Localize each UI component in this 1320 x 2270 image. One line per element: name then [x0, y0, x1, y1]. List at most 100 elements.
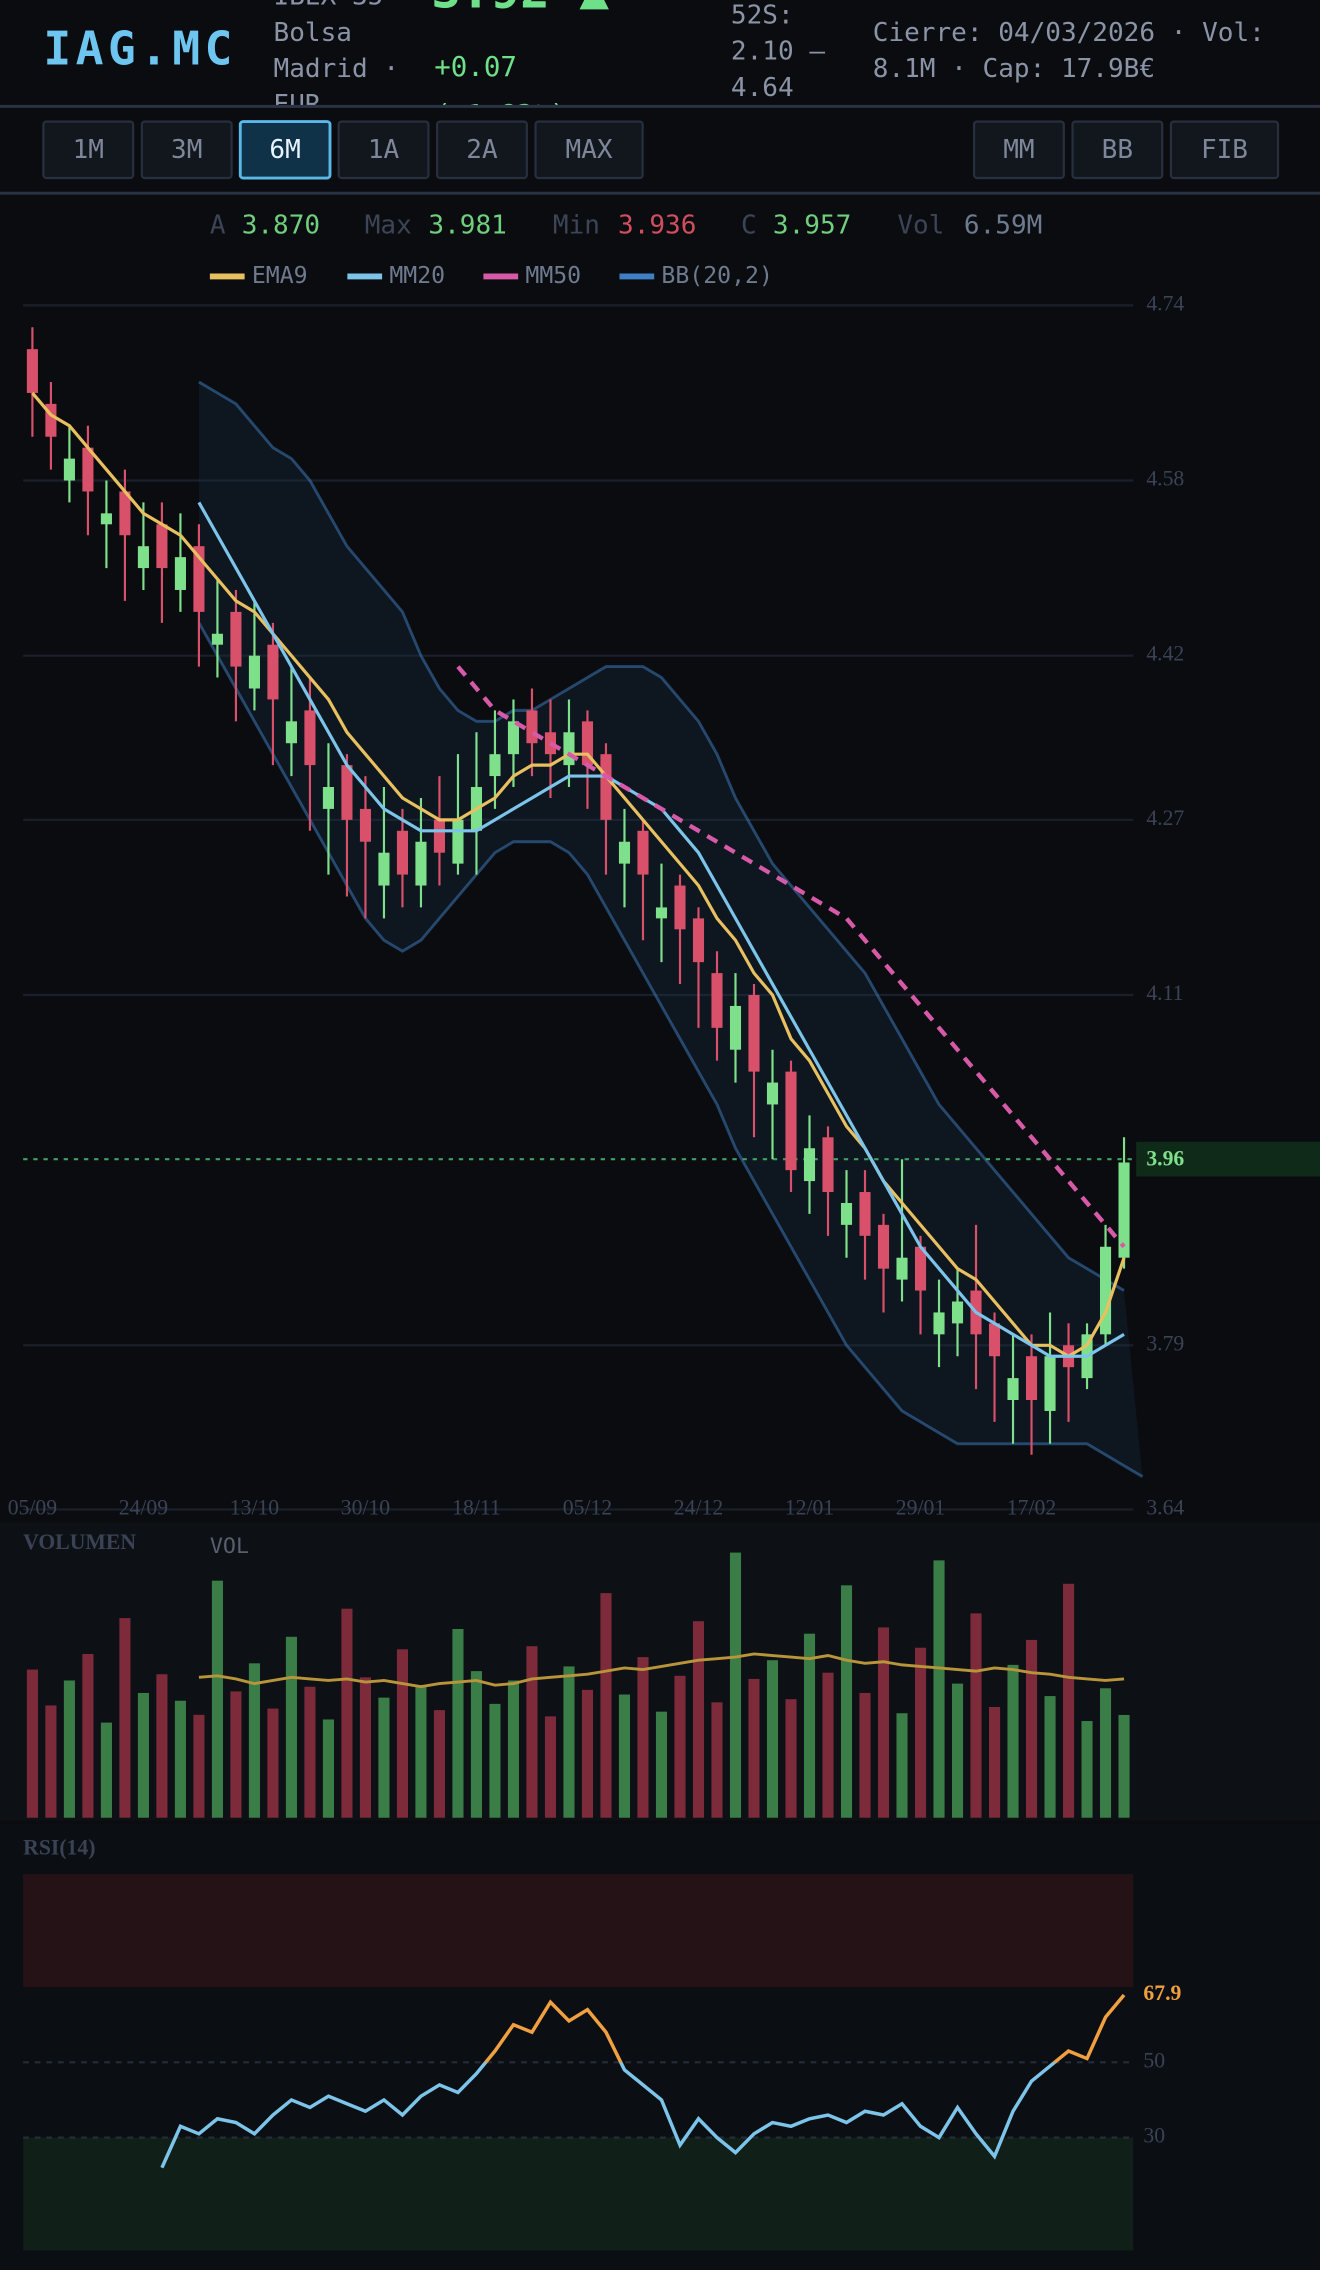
candle-body	[285, 721, 297, 744]
volume-bar	[211, 1580, 223, 1818]
exchange-line: Bolsa	[274, 18, 352, 48]
candle-body	[322, 787, 334, 809]
panel-title: VOLUMEN	[23, 1530, 136, 1554]
volume-bar	[988, 1706, 1001, 1818]
candle-body	[119, 491, 131, 536]
candle-body	[988, 1323, 1001, 1357]
candle-body	[193, 546, 205, 612]
candle-body	[692, 918, 705, 963]
change: +0.07	[434, 51, 517, 83]
candle-body	[396, 830, 409, 875]
timeframe-button[interactable]	[238, 120, 332, 180]
volume-bar	[766, 1660, 779, 1818]
y-tick-label: 4.11	[1146, 981, 1183, 1005]
timeframe-label: 1M	[73, 135, 104, 165]
candle-body	[674, 885, 686, 930]
range-line: 4.64	[731, 73, 794, 103]
info-label: Min	[553, 210, 600, 240]
volume-bar	[711, 1702, 723, 1818]
candle-body	[933, 1312, 945, 1335]
candle-body	[748, 994, 760, 1072]
volume-bar	[174, 1700, 186, 1818]
y-tick-label: 50	[1143, 2048, 1165, 2072]
candle-body	[1118, 1162, 1130, 1258]
candle-body	[267, 644, 279, 700]
panel-title: RSI(14)	[23, 1836, 95, 1860]
volume-bar	[970, 1613, 982, 1818]
timeframe-label: 3M	[171, 135, 202, 165]
y-tick-label: 3.79	[1146, 1331, 1184, 1355]
volume-bar	[119, 1618, 131, 1818]
tool-button[interactable]	[972, 120, 1065, 180]
range-line: 2.10 –	[731, 37, 825, 67]
volume-bar	[248, 1663, 260, 1818]
candle-body	[1099, 1246, 1112, 1335]
volume-bar	[489, 1703, 501, 1818]
volume-bar	[896, 1713, 908, 1818]
volume-bar	[507, 1680, 520, 1818]
candle-body	[341, 765, 353, 820]
volume-bar	[415, 1685, 427, 1818]
volume-bar	[1062, 1583, 1075, 1818]
volume-bar	[951, 1683, 964, 1818]
timeframe-label: 1A	[368, 135, 400, 165]
candle-body	[1007, 1378, 1019, 1401]
volume-bar	[674, 1675, 686, 1818]
volume-bar	[655, 1711, 668, 1818]
range-line: 52S:	[731, 0, 794, 30]
info-value: 3.870	[242, 210, 320, 240]
timeframe-button[interactable]	[337, 120, 430, 180]
candle-body	[859, 1192, 871, 1236]
candle-body	[729, 1005, 742, 1050]
x-tick-label: 13/10	[230, 1495, 280, 1519]
x-tick-label: 29/01	[896, 1495, 945, 1519]
volume-bar	[322, 1719, 334, 1818]
candle-body	[359, 808, 371, 842]
candle-body	[230, 611, 242, 667]
volume-bar	[1007, 1664, 1019, 1818]
y-tick-label: 4.27	[1146, 806, 1184, 830]
meta-line: 8.1M · Cap: 17.9B€	[873, 54, 1155, 84]
meta-line: Cierre: 04/03/2026 · Vol:	[873, 18, 1265, 48]
volume-bar	[748, 1678, 760, 1818]
candle-body	[618, 841, 631, 864]
info-label: A	[210, 210, 226, 240]
x-tick-label: 30/10	[341, 1495, 391, 1519]
volume-bar	[840, 1585, 853, 1818]
candle-body	[1025, 1356, 1038, 1401]
volume-bar	[785, 1699, 797, 1818]
volume-bar	[803, 1633, 816, 1818]
info-value: 3.957	[773, 210, 851, 240]
volume-bar	[193, 1714, 205, 1818]
timeframe-button[interactable]	[534, 120, 644, 180]
panel-legend: VOL	[210, 1534, 249, 1559]
timeframe-label: 6M	[269, 135, 300, 165]
info-value: 6.59M	[964, 210, 1042, 240]
volume-bar	[230, 1691, 242, 1818]
y-tick-label: 4.58	[1146, 466, 1184, 490]
volume-bar	[526, 1646, 538, 1818]
x-tick-label: 12/01	[785, 1495, 834, 1519]
tool-button[interactable]	[1071, 120, 1164, 180]
timeframe-button[interactable]	[140, 120, 233, 180]
tool-button[interactable]	[1169, 120, 1280, 180]
price-tag: 3.96	[1146, 1147, 1184, 1171]
volume-ma	[198, 1652, 1125, 1689]
candle-body	[433, 819, 446, 853]
volume-bar	[470, 1671, 483, 1818]
overlay-line	[456, 665, 1126, 1249]
candle-body	[137, 546, 149, 569]
timeframe-button[interactable]	[42, 120, 135, 180]
price-tag-bg	[1136, 1141, 1320, 1177]
volume-bar	[452, 1629, 464, 1818]
volume-bar	[637, 1657, 649, 1818]
info-label: Vol	[897, 210, 944, 240]
volume-bar	[137, 1692, 149, 1818]
candle-body	[489, 754, 501, 777]
candle-body	[26, 349, 38, 393]
candle-body	[452, 819, 464, 864]
candle-body	[600, 754, 612, 820]
volume-bar	[581, 1689, 594, 1818]
volume-bar	[1118, 1714, 1130, 1818]
timeframe-button[interactable]	[436, 120, 528, 180]
